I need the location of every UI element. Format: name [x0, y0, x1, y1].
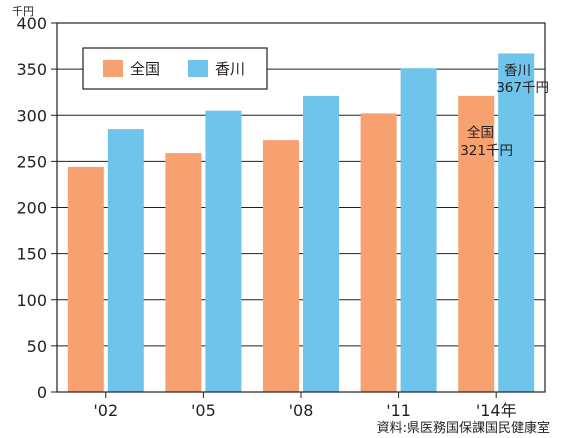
annotation-kagawa-value: 367千円	[496, 80, 549, 96]
bar-kagawa	[107, 129, 144, 392]
x-tick-label: '05	[191, 401, 216, 420]
y-tick-label: 250	[16, 152, 47, 171]
x-tick-label: '08	[289, 401, 314, 420]
source-note: 資料:県医務国保課国民健康室	[377, 420, 550, 436]
y-tick-label: 400	[16, 14, 47, 33]
legend-swatch-national	[103, 60, 123, 77]
x-tick-label: '11	[386, 401, 411, 420]
annotation-national-label: 全国	[467, 124, 494, 141]
bar-national	[360, 113, 397, 392]
y-tick-label: 200	[16, 199, 47, 218]
y-tick-label: 300	[16, 106, 47, 125]
x-tick-label: '14年	[476, 401, 517, 420]
y-tick-label: 150	[16, 245, 47, 264]
annotation-kagawa-label: 香川	[504, 63, 531, 79]
y-axis-unit: 千円	[12, 5, 34, 18]
legend-label: 香川	[215, 60, 245, 78]
bar-national	[263, 140, 299, 392]
annotation-national-value: 321千円	[460, 143, 513, 159]
bar-kagawa	[303, 95, 339, 392]
legend-label: 全国	[130, 60, 160, 78]
bar-national	[67, 166, 104, 392]
bar-kagawa	[498, 53, 535, 392]
legend-swatch-kagawa	[188, 60, 208, 77]
y-tick-label: 0	[37, 383, 47, 402]
y-tick-label: 100	[16, 291, 47, 310]
bar-national	[165, 153, 202, 392]
bar-kagawa	[400, 68, 437, 392]
x-tick-label: '02	[93, 401, 118, 420]
plot-frame	[56, 22, 546, 393]
y-tick-label: 50	[27, 337, 47, 356]
bar-national	[458, 95, 495, 392]
bar-kagawa	[205, 110, 242, 392]
y-tick-label: 350	[16, 60, 47, 79]
